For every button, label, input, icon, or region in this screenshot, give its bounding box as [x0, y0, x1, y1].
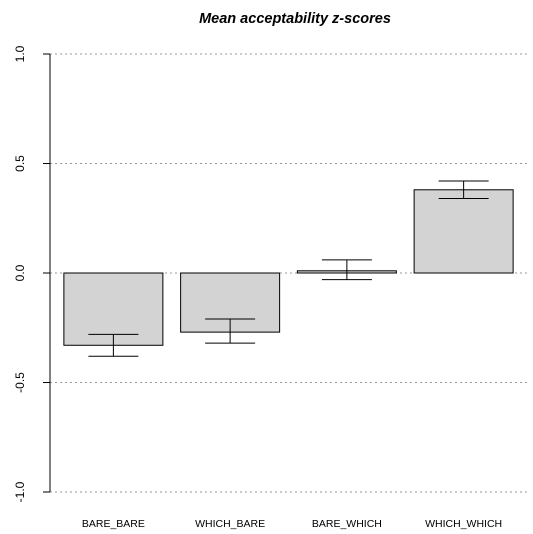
- y-tick-label: 1.0: [13, 45, 27, 62]
- y-tick-label: 0.5: [13, 155, 27, 172]
- y-axis: -1.0 -0.5 0.0 0.5 1.0: [13, 45, 51, 502]
- bars: [63, 189, 514, 346]
- y-tick-label: -1.0: [13, 481, 27, 502]
- error-bars: [88, 180, 489, 357]
- x-tick-label: BARE_BARE: [82, 518, 145, 530]
- x-tick-label: WHICH_BARE: [195, 518, 265, 530]
- x-tick-labels: BARE_BARE WHICH_BARE BARE_WHICH WHICH_WHICH: [82, 518, 502, 530]
- y-tick-label: 0.0: [13, 264, 27, 281]
- x-tick-label: WHICH_WHICH: [425, 518, 502, 530]
- chart-title: Mean acceptability z-scores: [199, 11, 391, 27]
- bar-which-which: [413, 189, 514, 274]
- y-tick-label: -0.5: [13, 372, 27, 393]
- x-tick-label: BARE_WHICH: [312, 518, 382, 530]
